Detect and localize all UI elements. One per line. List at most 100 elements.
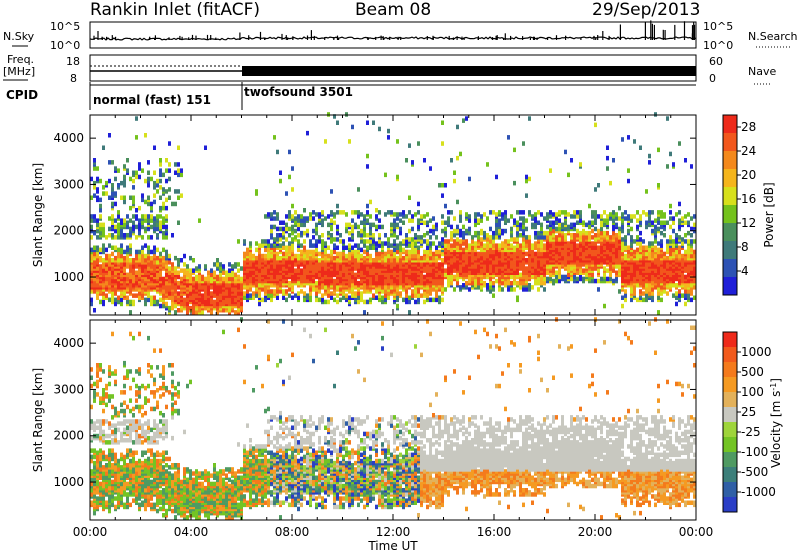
power-cell (327, 278, 330, 284)
power-cell (528, 239, 531, 244)
power-cell (357, 253, 360, 259)
power-cell (495, 243, 498, 248)
power-cell (408, 274, 411, 280)
power-cell (180, 193, 183, 198)
power-cell (384, 241, 387, 246)
power-cell (255, 189, 258, 194)
power-cell (288, 149, 291, 155)
power-cell (111, 251, 114, 257)
power-cell (516, 280, 519, 286)
power-cell (450, 230, 453, 236)
power-cell (609, 258, 612, 263)
power-cell (426, 253, 429, 259)
power-cell (93, 193, 96, 198)
power-cell (414, 212, 417, 217)
power-cell (411, 241, 414, 246)
power-cell (489, 280, 492, 286)
power-cell (111, 287, 114, 292)
power-cell (645, 251, 648, 257)
power-cell (450, 210, 453, 215)
power-cell (474, 283, 477, 288)
power-cell (111, 299, 114, 305)
power-cell (93, 218, 96, 223)
power-cell (306, 130, 309, 136)
power-cell (411, 293, 414, 298)
power-cell (438, 299, 441, 305)
power-cell (204, 305, 207, 311)
power-cell (123, 195, 126, 200)
power-cell (675, 295, 678, 300)
power-cell (387, 253, 390, 259)
power-cell (555, 235, 558, 240)
power-cell (318, 289, 321, 294)
power-cell (423, 220, 426, 225)
freq-panel: Freq. [MHz] Nave 18 8 60 0 (3, 53, 776, 85)
power-cell (318, 235, 321, 240)
power-cell (114, 297, 117, 303)
power-cell (102, 272, 105, 278)
power-cell (462, 118, 465, 123)
power-cell (534, 241, 537, 246)
power-cell (624, 289, 627, 294)
power-cell (354, 276, 357, 282)
power-cell (264, 297, 267, 303)
power-cell (357, 214, 360, 219)
power-cell (363, 299, 366, 305)
power-cell (669, 266, 672, 271)
power-cell (330, 233, 333, 238)
power-cell (102, 243, 105, 248)
power-cell (663, 233, 666, 238)
power-cell (357, 187, 360, 192)
power-cell (675, 301, 678, 307)
power-cell (423, 299, 426, 305)
power-cell (432, 216, 435, 221)
power-cell (237, 274, 240, 280)
power-cell (441, 237, 444, 242)
power-cell (381, 299, 384, 305)
power-cell (96, 187, 99, 192)
power-cell (399, 247, 402, 253)
power-cell (171, 301, 174, 307)
power-cell (444, 226, 447, 232)
power-cell (654, 276, 657, 282)
power-cell (444, 287, 447, 292)
power-cell (513, 245, 516, 250)
power-cell (531, 285, 534, 290)
power-cell (297, 280, 300, 286)
power-cell (384, 233, 387, 238)
power-cell (459, 210, 462, 215)
power-cell (399, 241, 402, 246)
power-cell (618, 239, 621, 244)
power-cell (552, 243, 555, 248)
power-cell (507, 218, 510, 223)
power-cell (144, 199, 147, 205)
power-cell (606, 230, 609, 236)
power-cell (636, 260, 639, 265)
power-cell (408, 264, 411, 269)
power-cell (564, 226, 567, 232)
power-cell (132, 199, 135, 205)
power-cell (114, 218, 117, 223)
power-cell (129, 243, 132, 248)
power-cell (342, 295, 345, 300)
power-cell (495, 174, 498, 180)
power-cell (426, 293, 429, 298)
power-cell (108, 253, 111, 259)
power-cell (381, 289, 384, 294)
power-cell (447, 239, 450, 244)
power-cell (369, 245, 372, 250)
power-cell (519, 226, 522, 232)
power-cell (111, 258, 114, 263)
power-cell (300, 218, 303, 223)
power-cell (363, 268, 366, 273)
power-cell (654, 258, 657, 263)
power-cell (117, 251, 120, 257)
power-cell (657, 247, 660, 253)
power-cell (597, 249, 600, 255)
power-cell (321, 243, 324, 248)
power-cell (369, 214, 372, 219)
power-cell (648, 262, 651, 267)
power-cell (456, 224, 459, 230)
power-cell (108, 280, 111, 286)
power-cell (306, 253, 309, 259)
